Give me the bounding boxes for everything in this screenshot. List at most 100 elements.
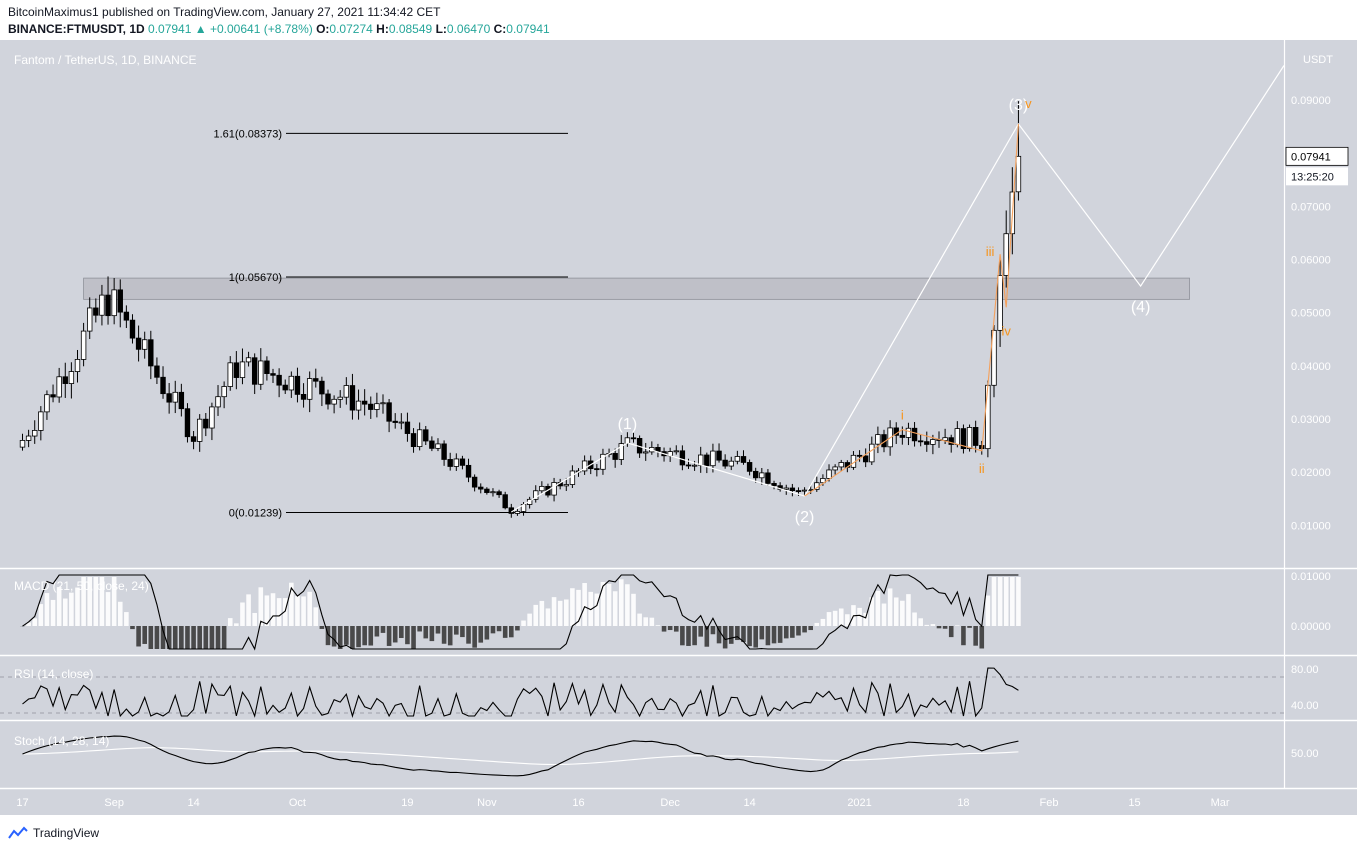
sub-wave-label-4: v <box>1025 96 1032 111</box>
macd-hist-15 <box>111 577 117 626</box>
macd-hist-28 <box>191 626 196 649</box>
candle-body-139 <box>869 443 875 463</box>
candle-body-38 <box>251 357 258 385</box>
candle-body-62 <box>398 421 405 424</box>
macd-hist-6 <box>56 587 62 626</box>
macd-hist-50 <box>325 626 331 646</box>
macd-hist-7 <box>62 598 68 626</box>
macd-hist-124 <box>777 626 783 643</box>
candle-body-6 <box>56 376 62 398</box>
candle-body-32 <box>215 396 221 408</box>
macd-hist-21 <box>148 626 154 649</box>
stoch-label: Stoch (14, 28, 14) <box>14 734 109 748</box>
candle-body-102 <box>643 451 649 454</box>
price-tick-5: 0.04000 <box>1291 361 1331 373</box>
macd-hist-123 <box>771 626 777 644</box>
fib-label-0: 1.61(0.08373) <box>214 128 283 140</box>
macd-hist-138 <box>863 612 868 626</box>
macd-hist-4 <box>44 593 50 626</box>
macd-hist-11 <box>87 577 93 626</box>
candle-body-39 <box>258 360 264 385</box>
candle-body-140 <box>875 434 881 445</box>
candle-body-65 <box>416 429 423 447</box>
candle-body-8 <box>68 371 75 384</box>
macd-hist-151 <box>942 626 948 629</box>
close-value: 0.07941 <box>506 22 550 36</box>
macd-hist-116 <box>728 626 734 644</box>
macd-hist-82 <box>521 620 526 626</box>
candle-body-89 <box>563 484 569 487</box>
countdown-label: 13:25:20 <box>1291 171 1334 183</box>
candle-body-61 <box>392 420 398 423</box>
candle-body-120 <box>753 470 759 479</box>
macd-hist-94 <box>594 593 600 626</box>
candle-body-108 <box>679 450 686 466</box>
macd-hist-62 <box>399 626 404 639</box>
publish-info: BitcoinMaximus1 published on TradingView… <box>8 5 441 19</box>
macd-hist-69 <box>441 626 447 644</box>
candle-body-67 <box>429 440 435 449</box>
macd-hist-144 <box>900 600 905 626</box>
time-tick-11: Feb <box>1039 797 1058 809</box>
macd-hist-39 <box>258 587 264 626</box>
candle-body-76 <box>484 488 490 493</box>
candle-body-92 <box>581 460 588 472</box>
brand-name: TradingView <box>33 826 100 840</box>
price-chart[interactable]: 1.61(0.08373) 1(0.05670) 0(0.01239) MACD (… <box>0 40 1357 815</box>
candle-body-57 <box>368 403 374 410</box>
candle-body-156 <box>972 427 979 446</box>
stoch-k-line <box>22 735 1019 777</box>
tradingview-logo[interactable]: TradingView <box>8 826 99 840</box>
candle-body-132 <box>826 469 832 479</box>
candle-body-118 <box>740 456 747 463</box>
candle-body-78 <box>496 491 502 496</box>
candle-body-146 <box>911 427 918 442</box>
macd-hist-153 <box>955 625 960 626</box>
macd-hist-68 <box>435 626 441 634</box>
candle-body-123 <box>771 483 777 487</box>
macd-hist-45 <box>295 596 300 626</box>
macd-hist-99 <box>625 584 630 626</box>
macd-hist-29 <box>197 626 202 649</box>
candle-body-126 <box>789 487 796 492</box>
candle-body-85 <box>539 485 545 492</box>
macd-hist-127 <box>796 626 801 636</box>
macd-hist-93 <box>588 591 594 626</box>
macd-hist-17 <box>124 612 129 626</box>
candle-body-153 <box>954 428 961 445</box>
candle-body-161 <box>1003 233 1009 276</box>
macd-hist-61 <box>392 626 398 643</box>
candle-body-21 <box>148 339 154 367</box>
macd-hist-66 <box>423 626 429 639</box>
price-tick-7: 0.02000 <box>1291 467 1331 479</box>
high-label: H: <box>376 22 389 36</box>
macd-hist-31 <box>209 626 215 649</box>
candle-body-48 <box>313 378 319 382</box>
macd-hist-43 <box>282 598 288 626</box>
candle-body-37 <box>245 357 252 363</box>
candle-body-12 <box>93 307 99 316</box>
close-label: C: <box>493 22 507 36</box>
macd-hist-122 <box>765 626 771 646</box>
macd-hist-41 <box>270 593 276 626</box>
symbol-label[interactable]: BINANCE:FTMUSDT, 1D <box>8 22 145 36</box>
macd-hist-88 <box>557 600 563 626</box>
macd-hist-67 <box>429 626 435 642</box>
candle-body-119 <box>746 462 753 472</box>
wave-lines <box>510 65 1285 513</box>
candle-body-95 <box>600 453 606 470</box>
macd-hist-92 <box>582 583 587 626</box>
macd-hist-32 <box>215 626 221 649</box>
candle-body-109 <box>685 464 692 467</box>
macd-hist-104 <box>655 625 661 626</box>
macd-hist-152 <box>948 626 954 638</box>
candle-body-33 <box>221 386 227 398</box>
candle-body-115 <box>722 459 728 467</box>
candle-body-69 <box>441 443 447 460</box>
candle-body-125 <box>783 487 789 490</box>
macd-hist-141 <box>881 603 887 626</box>
macd-hist-3 <box>38 604 44 626</box>
macd-hist-5 <box>50 599 56 626</box>
candle-body-29 <box>196 418 203 442</box>
macd-hist-95 <box>600 581 606 626</box>
